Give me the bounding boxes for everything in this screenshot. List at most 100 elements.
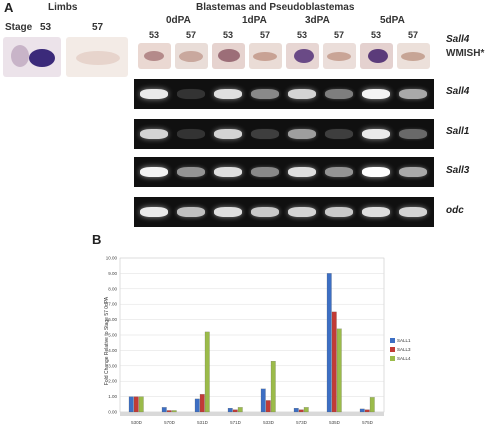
gel-band: [251, 207, 279, 217]
gel-band: [362, 207, 390, 217]
gel-odc: [134, 197, 434, 227]
gridlines: [119, 257, 385, 416]
x-tick-label: 571D: [230, 420, 242, 425]
legend: SALL1 SALL3 SALL4: [390, 338, 411, 361]
lane-label: 53: [148, 30, 159, 40]
limb-53-image: [3, 37, 61, 77]
bar-sall4: [171, 410, 177, 413]
wmish-label: WMISH*: [446, 48, 485, 59]
gel-band: [325, 207, 353, 217]
y-tick-label: 8.00: [108, 286, 117, 291]
bar-sall1: [293, 408, 299, 413]
y-axis-ticks: 0.00 1.00 2.00 3.00 4.00 5.00 6.00 7.00 8.00 9.00…: [106, 256, 118, 415]
gel-band: [251, 129, 279, 139]
bar-sall3: [199, 394, 205, 413]
chart-floor: [120, 412, 384, 416]
y-tick-label: 4.00: [108, 348, 117, 353]
bar-sall4: [336, 328, 342, 413]
x-tick-label: 535D: [329, 420, 341, 425]
gel-sall1-label: Sall1: [446, 126, 470, 137]
timepoint-3dpa: 3dPA: [305, 15, 330, 26]
limb-stage-53: 53: [40, 22, 52, 33]
gel-band: [325, 129, 353, 139]
blastema-title: Blastemas and Pseudoblastemas: [196, 2, 355, 13]
y-tick-label: 7.00: [108, 302, 117, 307]
gel-band: [214, 207, 242, 217]
gel-band: [140, 89, 168, 99]
lane-label: 53: [296, 30, 307, 40]
gel-band: [362, 167, 390, 177]
wmish-gene-label: Sall4: [446, 34, 470, 45]
wmish-image: [175, 43, 208, 69]
y-tick-label: 3.00: [108, 363, 117, 368]
gel-band: [214, 129, 242, 139]
lane-label: 57: [407, 30, 418, 40]
y-tick-label: 1.00: [108, 394, 117, 399]
gel-band: [288, 89, 316, 99]
bar-sall3: [232, 409, 238, 413]
bar-sall1: [260, 388, 266, 413]
lane-label: 53: [222, 30, 233, 40]
limbs-title: Limbs: [48, 2, 78, 13]
bar-sall4: [237, 407, 243, 413]
bar-sall3: [331, 311, 337, 413]
y-tick-label: 0.00: [108, 410, 117, 415]
x-tick-label: 575D: [362, 420, 374, 425]
lane-label: 53: [370, 30, 381, 40]
wmish-image: [323, 43, 356, 69]
bar-sall4: [204, 331, 210, 413]
bar-sall1: [359, 408, 365, 413]
bar-sall1: [326, 273, 332, 413]
gel-band: [140, 129, 168, 139]
bar-sall3: [364, 409, 370, 413]
wmish-image: [138, 43, 171, 69]
bar-sall3: [298, 409, 304, 413]
wmish-image: [360, 43, 393, 69]
limb-57-image: [66, 37, 128, 77]
panel-b-letter: B: [92, 232, 102, 247]
legend-entry: SALL1: [397, 338, 411, 343]
legend-swatch: [390, 338, 395, 343]
bar-sall1: [194, 398, 200, 413]
gel-band: [140, 167, 168, 177]
gel-band: [214, 167, 242, 177]
gel-band: [251, 89, 279, 99]
gel-band: [214, 89, 242, 99]
y-tick-label: 10.00: [106, 256, 118, 261]
wmish-image: [212, 43, 245, 69]
limb-stage-57: 57: [92, 22, 104, 33]
gel-band: [288, 167, 316, 177]
gel-band: [177, 207, 205, 217]
legend-entry: SALL3: [397, 347, 411, 352]
gel-sall4: [134, 79, 434, 109]
y-tick-label: 6.00: [108, 317, 117, 322]
y-tick-label: 5.00: [108, 333, 117, 338]
legend-swatch: [390, 347, 395, 352]
timepoint-0dpa: 0dPA: [166, 15, 191, 26]
bar-sall1: [161, 407, 167, 413]
gel-odc-label: odc: [446, 205, 464, 216]
bar-chart: 0.00 1.00 2.00 3.00 4.00 5.00 6.00 7.00 8.00 9.00…: [104, 256, 411, 426]
x-tick-label: 530D: [131, 420, 143, 425]
x-tick-label: 531D: [197, 420, 209, 425]
gel-band: [399, 167, 427, 177]
gel-band: [140, 207, 168, 217]
gel-band: [362, 129, 390, 139]
gel-sall4-label: Sall4: [446, 86, 470, 97]
y-axis-label: Fold Change Relative to Stage 57 0dPA: [104, 296, 110, 385]
lane-label: 57: [259, 30, 270, 40]
gel-band: [288, 207, 316, 217]
gel-band: [362, 89, 390, 99]
y-tick-label: 2.00: [108, 379, 117, 384]
lane-label: 57: [185, 30, 196, 40]
gel-sall3: [134, 157, 434, 187]
x-tick-label: 533D: [263, 420, 275, 425]
lane-label: 57: [333, 30, 344, 40]
gel-band: [399, 207, 427, 217]
gel-band: [399, 89, 427, 99]
gel-band: [399, 129, 427, 139]
panel-a-letter: A: [4, 0, 14, 15]
gel-band: [251, 167, 279, 177]
gel-band: [177, 89, 205, 99]
bar-sall3: [265, 400, 271, 413]
